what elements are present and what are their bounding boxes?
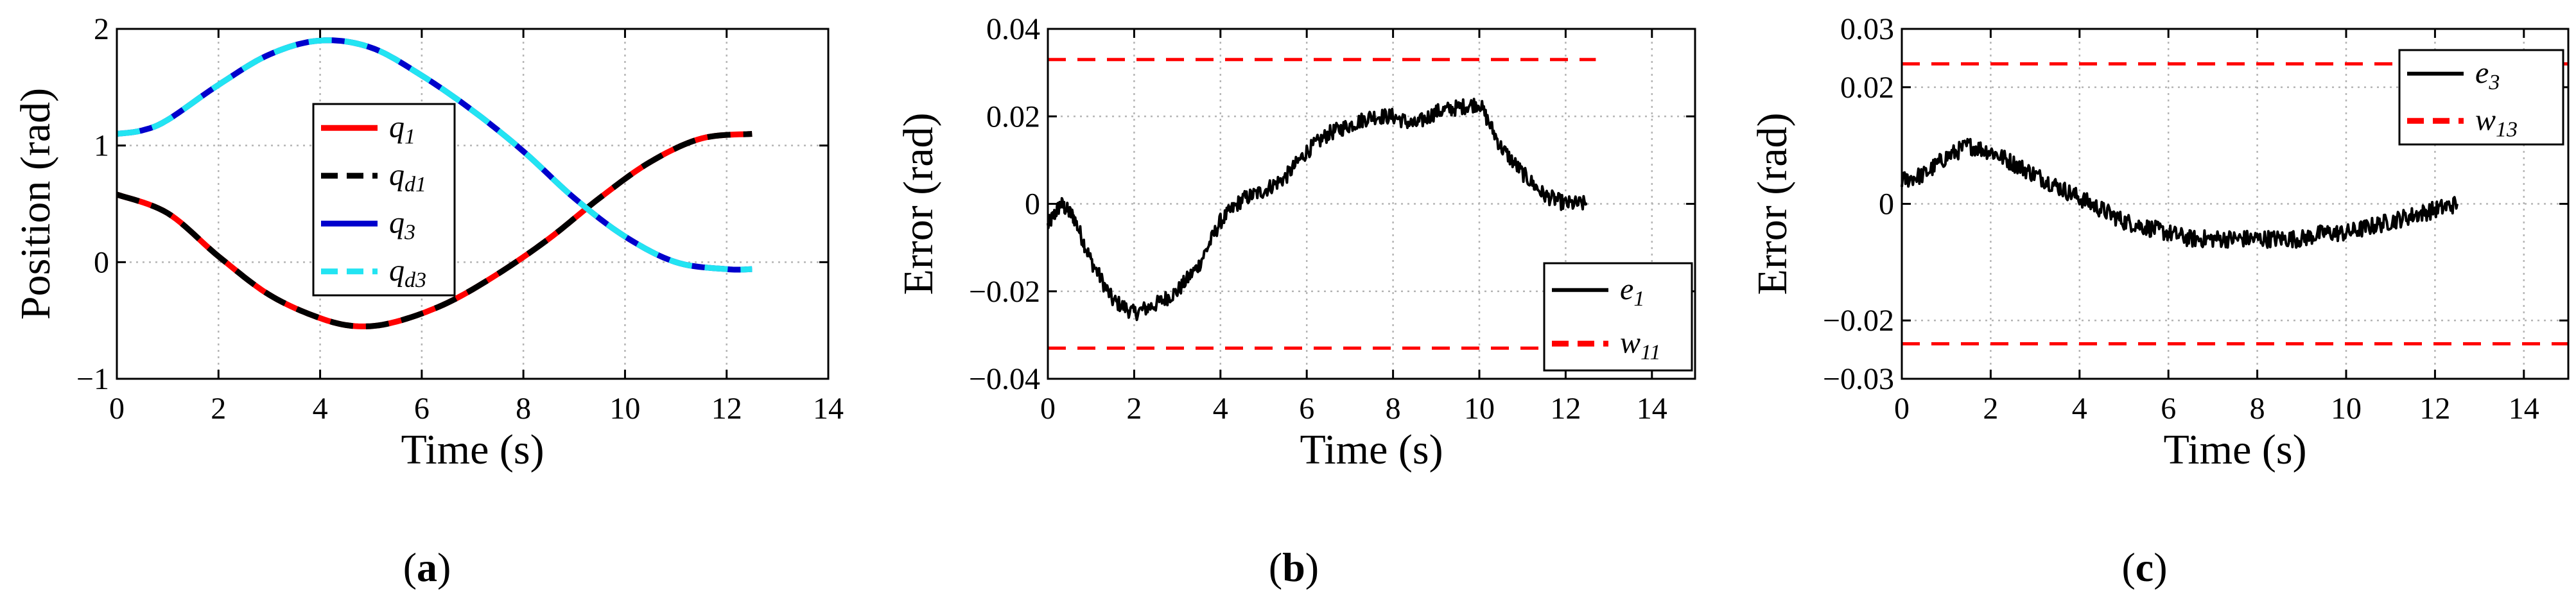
legend-label: e1 — [1620, 272, 1644, 311]
y-tick-label: −0.03 — [1823, 362, 1894, 396]
legend-box — [312, 103, 456, 297]
x-axis-label: Time (s) — [2163, 426, 2306, 473]
x-tick-label: 0 — [1894, 392, 1910, 426]
x-tick-label: 10 — [2331, 392, 2362, 426]
chart-panel-c: 0 2 4 6 8 10 12 14 −0.03 −0.02 0 0.02 0.03 Time (s) Er… — [1749, 12, 2570, 590]
x-tick-label: 14 — [1637, 392, 1667, 426]
x-tick-label: 8 — [2250, 392, 2265, 426]
x-tick-label: 12 — [2419, 392, 2450, 426]
y-axis-label: Error (rad) — [1749, 113, 1796, 295]
x-tick-label: 2 — [1983, 392, 1998, 426]
x-tick-label: 6 — [414, 392, 430, 426]
x-tick-label: 4 — [2072, 392, 2087, 426]
x-tick-label: 2 — [1126, 392, 1142, 426]
series-line-e1 — [1047, 98, 1588, 322]
panel-label: (c) — [2121, 544, 2167, 590]
x-tick-label: 6 — [1299, 392, 1314, 426]
y-tick-label: 0.04 — [986, 12, 1040, 46]
series-line-qd3 — [115, 37, 754, 273]
y-axis-label: Position (rad) — [12, 88, 59, 320]
y-tick-label: 0 — [1025, 187, 1040, 221]
y-tick-label: −0.02 — [1823, 304, 1894, 338]
x-tick-label: 4 — [313, 392, 328, 426]
plot-frame — [116, 28, 830, 380]
x-tick-label: 10 — [1464, 392, 1495, 426]
x-tick-label: 0 — [109, 392, 125, 426]
y-tick-label: 0.02 — [1840, 71, 1894, 105]
x-tick-label: 10 — [609, 392, 640, 426]
x-tick-label: 12 — [711, 392, 742, 426]
panel-label: (b) — [1269, 544, 1319, 590]
y-tick-label: −0.02 — [969, 275, 1040, 309]
legend-label: w13 — [2475, 103, 2518, 141]
y-tick-label: −1 — [76, 362, 109, 396]
legend-box — [2398, 49, 2564, 146]
y-tick-label: 2 — [94, 12, 109, 46]
series-line-e3 — [1901, 137, 2459, 249]
x-tick-label: 14 — [2509, 392, 2539, 426]
x-axis-label: Time (s) — [401, 426, 544, 473]
y-tick-label: 0 — [94, 245, 109, 279]
legend-label: q1 — [389, 110, 415, 148]
y-tick-label: 0.03 — [1840, 12, 1894, 46]
x-tick-label: 2 — [211, 392, 226, 426]
legend-label: w11 — [1620, 326, 1661, 364]
x-axis-label: Time (s) — [1300, 426, 1443, 473]
y-tick-label: 0.02 — [986, 100, 1040, 134]
y-tick-label: −0.04 — [969, 362, 1040, 396]
x-tick-label: 0 — [1040, 392, 1056, 426]
legend-label: qd1 — [389, 158, 426, 196]
legend-box — [1543, 262, 1693, 372]
legend-label: qd3 — [389, 254, 426, 292]
x-tick-label: 6 — [2161, 392, 2176, 426]
y-tick-label: 1 — [94, 129, 109, 163]
x-tick-label: 12 — [1550, 392, 1581, 426]
chart-panel-b: 0 2 4 6 8 10 12 14 −0.04 −0.02 0 0.02 0.04 Time (s) Er… — [895, 12, 1696, 590]
x-tick-label: 8 — [1386, 392, 1401, 426]
series-line-qd1 — [116, 131, 753, 329]
legend-label: q3 — [389, 205, 415, 244]
y-tick-label: 0 — [1879, 187, 1894, 221]
x-tick-label: 14 — [813, 392, 844, 426]
legend-label: e3 — [2475, 56, 2500, 94]
legend: q1 qd1 q3 qd3 — [312, 103, 456, 297]
x-tick-label: 8 — [516, 392, 531, 426]
panel-label: (a) — [403, 544, 451, 590]
y-axis-label: Error (rad) — [895, 113, 942, 295]
x-tick-label: 4 — [1213, 392, 1228, 426]
